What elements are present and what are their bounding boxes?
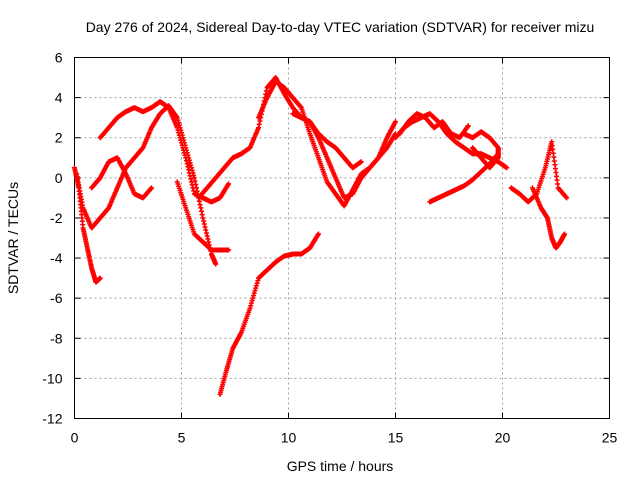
series-track-o xyxy=(529,185,568,251)
y-tick-label: -12 xyxy=(42,411,62,427)
y-tick-label: -10 xyxy=(42,370,62,386)
x-tick-label: 15 xyxy=(388,430,404,446)
grid-lines xyxy=(74,57,610,419)
series-track-m xyxy=(427,151,501,205)
x-tick-label: 25 xyxy=(602,430,618,446)
y-tick-label: 4 xyxy=(55,90,63,106)
data-series xyxy=(72,75,570,397)
data-point-marker xyxy=(97,275,103,281)
series-track-k xyxy=(397,111,471,141)
y-tick-label: 6 xyxy=(55,50,63,66)
data-point-marker xyxy=(504,165,510,171)
chart-title: Day 276 of 2024, Sidereal Day-to-day VTE… xyxy=(86,19,595,35)
data-point-marker xyxy=(393,119,398,125)
x-axis-title: GPS time / hours xyxy=(287,458,394,474)
axis-ticks: 0 5 10 15 20 25 -12 -10 -8 -6 -4 -2 0 2 4 6 xyxy=(42,50,617,446)
series-track-d xyxy=(89,155,155,201)
x-tick-label: 0 xyxy=(71,430,79,446)
x-tick-label: 20 xyxy=(495,430,511,446)
y-tick-label: 2 xyxy=(55,130,63,146)
series-track-n xyxy=(508,139,570,205)
series-track-b xyxy=(74,103,219,267)
data-point-marker xyxy=(465,123,471,129)
y-tick-label: -6 xyxy=(50,290,63,306)
data-point-marker xyxy=(564,195,570,201)
data-point-marker xyxy=(149,185,155,191)
series-track-e xyxy=(174,179,232,253)
plot-frame xyxy=(74,57,610,419)
data-point-marker xyxy=(495,151,501,157)
data-point-marker xyxy=(226,247,232,253)
data-point-marker xyxy=(358,159,364,165)
y-tick-label: -8 xyxy=(50,330,63,346)
y-tick-label: -4 xyxy=(50,250,63,266)
data-point-marker xyxy=(226,181,232,187)
x-tick-label: 10 xyxy=(281,430,297,446)
data-point-marker xyxy=(315,231,321,237)
series-track-f xyxy=(217,231,321,397)
data-point-marker xyxy=(470,145,476,151)
y-axis-title: SDTVAR / TECUs xyxy=(5,182,21,294)
y-tick-label: -2 xyxy=(50,210,63,226)
y-tick-label: 0 xyxy=(55,170,63,186)
data-point-marker xyxy=(213,261,219,267)
data-point-marker xyxy=(562,231,568,237)
series-track-c xyxy=(97,99,232,205)
x-tick-label: 5 xyxy=(178,430,186,446)
series-track-i xyxy=(290,111,364,171)
